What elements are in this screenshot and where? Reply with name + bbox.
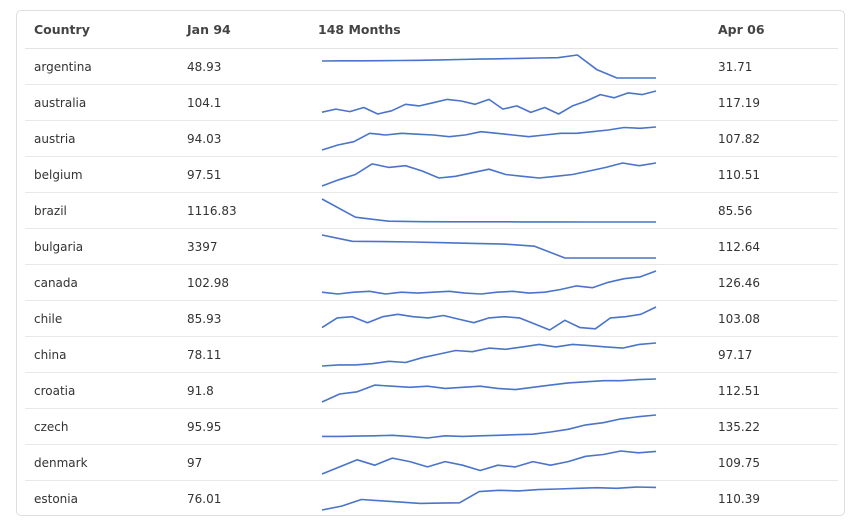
sparkline-cell: [309, 372, 709, 409]
table-row: brazil 1116.83 85.56: [25, 192, 838, 229]
end-value-cell: 112.64: [709, 228, 838, 265]
start-value-cell: 48.93: [178, 48, 309, 85]
end-value-cell: 117.19: [709, 84, 838, 121]
end-value-cell: 109.75: [709, 444, 838, 481]
end-value-cell: 85.56: [709, 192, 838, 229]
start-value-cell: 3397: [178, 228, 309, 265]
start-value-cell: 1116.83: [178, 192, 309, 229]
start-value-cell: 78.11: [178, 336, 309, 373]
end-value-cell: 110.51: [709, 156, 838, 193]
sparkline-series-line: [321, 198, 656, 223]
end-value-cell: 110.39: [718, 491, 760, 506]
end-value-cell: 103.08: [709, 300, 838, 337]
sparkline-chart: [321, 378, 657, 403]
end-value-cell: 112.51: [709, 372, 838, 409]
table-row: estonia 76.01 110.39: [25, 481, 838, 517]
sparkline-series-line: [321, 54, 656, 79]
country-cell: brazil: [25, 192, 178, 229]
sparkline-series-line: [321, 270, 657, 295]
sparkline-chart: [321, 306, 657, 331]
sparkline-cell: [309, 120, 709, 157]
sparkline-series-line: [321, 450, 657, 475]
table-row: chile 85.93 103.08: [25, 300, 838, 337]
sparkline-cell: [309, 228, 709, 265]
table-row: china 78.11 97.17: [25, 336, 838, 373]
country-cell: belgium: [25, 156, 178, 193]
end-value-cell: 126.46: [709, 264, 838, 301]
country-cell: china: [25, 336, 178, 373]
country-cell: chile: [25, 300, 178, 337]
table-row: croatia 91.8 112.51: [25, 372, 838, 409]
table-row: austria 94.03 107.82: [25, 120, 838, 157]
sparkline-chart: [321, 270, 657, 295]
start-value-cell: 76.01: [187, 491, 222, 506]
sparkline-series-line: [321, 342, 657, 367]
country-cell: australia: [25, 84, 178, 121]
sparkline-chart: [321, 54, 656, 79]
country-cell: austria: [25, 120, 178, 157]
start-value-cell: 97.51: [178, 156, 309, 193]
sparkline-cell: [309, 264, 709, 301]
header-trend[interactable]: 148 Months: [309, 11, 709, 49]
country-cell: croatia: [25, 372, 178, 409]
sparkline-cell: [309, 84, 709, 121]
sparkline-series-line: [321, 90, 657, 115]
table-row: argentina 48.93 31.71: [25, 48, 838, 85]
country-cell: canada: [25, 264, 178, 301]
country-cell: denmark: [25, 444, 178, 481]
sparkline-series-line: [321, 486, 657, 511]
sparkline-series-line: [321, 162, 657, 187]
country-trends-table-card: Country Jan 94 148 Months Apr 06 argenti…: [16, 10, 845, 516]
country-cell: argentina: [25, 48, 178, 85]
table-row: denmark 97 109.75: [25, 444, 838, 481]
start-value-cell: 94.03: [178, 120, 309, 157]
end-value-cell: 107.82: [709, 120, 838, 157]
end-value-cell: 97.17: [709, 336, 838, 373]
sparkline-cell: [309, 336, 709, 373]
table-row: czech 95.95 135.22: [25, 408, 838, 445]
end-value-cell: 135.22: [709, 408, 838, 445]
sparkline-cell: [309, 300, 709, 337]
sparkline-series-line: [321, 234, 656, 259]
sparkline-series-line: [321, 378, 657, 403]
sparkline-cell: [309, 444, 709, 481]
sparkline-series-line: [321, 126, 657, 151]
sparkline-chart: [322, 414, 657, 439]
sparkline-chart: [321, 234, 656, 259]
sparkline-cell: [309, 156, 709, 193]
header-end[interactable]: Apr 06: [709, 11, 838, 49]
start-value-cell: 91.8: [178, 372, 309, 409]
header-start[interactable]: Jan 94: [178, 11, 309, 49]
sparkline-cell: [309, 408, 709, 445]
country-trends-table: Country Jan 94 148 Months Apr 06 argenti…: [25, 11, 838, 516]
sparkline-chart: [321, 90, 657, 115]
start-value-cell: 85.93: [178, 300, 309, 337]
sparkline-chart: [321, 126, 657, 151]
country-cell: czech: [25, 408, 178, 445]
end-value-cell: 31.71: [709, 48, 838, 85]
sparkline-series-line: [321, 306, 657, 331]
sparkline-cell: [309, 192, 709, 229]
sparkline-chart: [321, 486, 657, 511]
country-cell: bulgaria: [25, 228, 178, 265]
sparkline-cell: [309, 481, 709, 517]
start-value-cell: 95.95: [178, 408, 309, 445]
start-value-cell: 104.1: [178, 84, 309, 121]
sparkline-cell: [309, 48, 709, 85]
sparkline-chart: [321, 450, 657, 475]
country-cell: estonia: [34, 491, 78, 506]
start-value-cell: 97: [178, 444, 309, 481]
sparkline-series-line: [322, 414, 657, 439]
header-country[interactable]: Country: [25, 11, 178, 49]
start-value-cell: 102.98: [178, 264, 309, 301]
table-row: bulgaria 3397 112.64: [25, 228, 838, 265]
table-row: australia 104.1 117.19: [25, 84, 838, 121]
sparkline-chart: [321, 198, 656, 223]
sparkline-chart: [321, 162, 657, 187]
header-row: Country Jan 94 148 Months Apr 06: [25, 11, 838, 49]
table-row: canada 102.98 126.46: [25, 264, 838, 301]
table-row: belgium 97.51 110.51: [25, 156, 838, 193]
sparkline-chart: [321, 342, 657, 367]
